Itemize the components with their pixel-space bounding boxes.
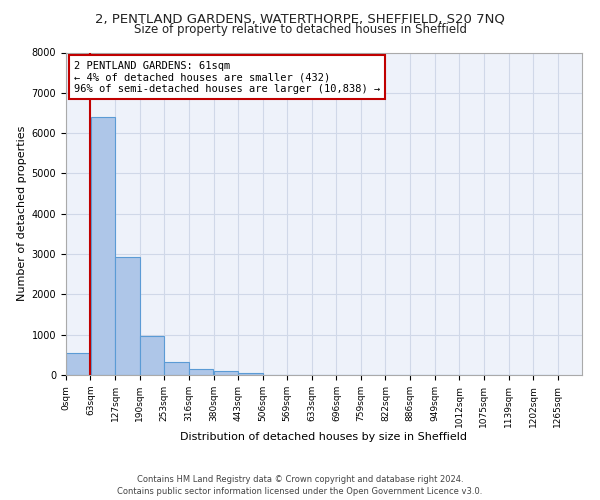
Bar bbox=[238, 372, 263, 375]
Bar bbox=[189, 368, 213, 375]
Bar bbox=[66, 353, 91, 375]
Bar bbox=[214, 371, 238, 375]
X-axis label: Distribution of detached houses by size in Sheffield: Distribution of detached houses by size … bbox=[181, 432, 467, 442]
Bar bbox=[140, 336, 164, 375]
Bar bbox=[115, 257, 140, 375]
Bar bbox=[164, 362, 188, 375]
Text: 2 PENTLAND GARDENS: 61sqm
← 4% of detached houses are smaller (432)
96% of semi-: 2 PENTLAND GARDENS: 61sqm ← 4% of detach… bbox=[74, 60, 380, 94]
Text: 2, PENTLAND GARDENS, WATERTHORPE, SHEFFIELD, S20 7NQ: 2, PENTLAND GARDENS, WATERTHORPE, SHEFFI… bbox=[95, 12, 505, 26]
Bar bbox=[91, 117, 115, 375]
Y-axis label: Number of detached properties: Number of detached properties bbox=[17, 126, 28, 302]
Text: Contains HM Land Registry data © Crown copyright and database right 2024.
Contai: Contains HM Land Registry data © Crown c… bbox=[118, 474, 482, 496]
Text: Size of property relative to detached houses in Sheffield: Size of property relative to detached ho… bbox=[133, 22, 467, 36]
